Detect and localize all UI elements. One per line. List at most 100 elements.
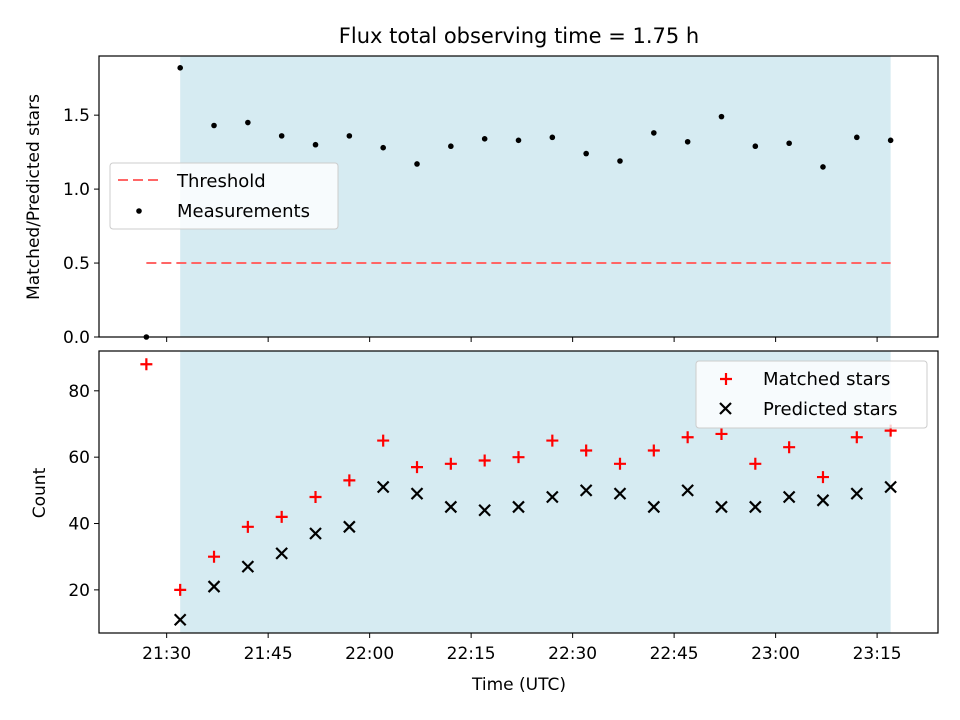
top-y-tick-label: 1.0 (63, 180, 90, 200)
measurements-legend-swatch (136, 208, 142, 214)
measurement-point (515, 137, 522, 144)
matched-star-point (478, 454, 491, 467)
matched-star-point (275, 510, 288, 523)
predicted-star-point (681, 484, 694, 497)
measurement-point (752, 143, 759, 150)
top-y-axis-ticks: 0.0 0.5 1.0 1.5 (63, 106, 99, 348)
predicted-star-point (478, 503, 491, 517)
measurement-point (820, 164, 826, 170)
threshold-legend-label: Threshold (176, 171, 266, 192)
predicted-star-point (647, 500, 661, 514)
bottom-y-axis-ticks: 20 40 60 80 (68, 382, 99, 601)
matched-star-point (444, 457, 457, 470)
predicted-star-point (376, 480, 390, 494)
matched-star-point (715, 427, 728, 440)
top-y-tick-label: 1.5 (63, 106, 90, 126)
measurement-point (583, 150, 589, 157)
measurement-point (380, 144, 386, 151)
top-y-axis-label: Matched/Predicted stars (24, 94, 44, 300)
predicted-star-point (613, 487, 627, 500)
matched-star-point (546, 434, 559, 447)
bottom-legend-box (695, 360, 928, 429)
matched-star-point (174, 583, 187, 596)
matched-star-point (309, 490, 322, 503)
measurement-point (651, 130, 657, 136)
bottom-y-tick-label: 60 (68, 448, 90, 468)
predicted-star-point (444, 500, 458, 514)
top-panel: 0.0 0.5 1.0 1.5 Matched/Predicted stars Thr… (24, 55, 939, 348)
predicted-star-point (275, 547, 288, 560)
top-plot-frame (98, 55, 939, 338)
predicted-star-point (816, 494, 830, 507)
predicted-star-point (782, 490, 796, 504)
matched-star-point (783, 441, 796, 454)
x-tick-label: 23:15 (853, 644, 902, 664)
predicted-star-point (343, 520, 356, 534)
measurement-point (448, 143, 454, 150)
matched-star-point (850, 431, 863, 444)
predicted-star-point (410, 487, 424, 500)
matched-star-point (749, 457, 762, 470)
predicted-star-point (512, 500, 525, 514)
predicted-star-point (173, 613, 187, 627)
count-points (140, 358, 897, 627)
measurement-point (549, 134, 556, 141)
predicted-star-point (207, 580, 221, 593)
top-y-tick-label: 0.5 (63, 254, 90, 274)
bottom-y-tick-label: 80 (68, 382, 90, 402)
matched-star-point (377, 434, 390, 447)
top-x-axis-ticks (166, 337, 878, 342)
x-tick-label: 22:30 (548, 644, 597, 664)
predicted-star-point (749, 500, 762, 514)
predicted-stars-legend-label: Predicted stars (763, 399, 897, 420)
bottom-legend: Matched stars Predicted stars (695, 360, 928, 429)
measurement-point (786, 140, 792, 147)
measurement-point (177, 65, 183, 71)
x-tick-label: 21:45 (244, 644, 293, 664)
x-tick-label: 23:00 (751, 644, 800, 664)
matched-stars-legend-label: Matched stars (763, 369, 890, 390)
measurement-point (854, 134, 860, 141)
measurement-point (346, 133, 353, 139)
bottom-y-axis-label: Count (30, 467, 50, 518)
matched-stars-legend-swatch (720, 373, 732, 385)
measurement-point (414, 161, 420, 167)
top-legend: Threshold Measurements (109, 162, 339, 230)
measurement-point (718, 113, 725, 120)
x-axis-label: Time (UTC) (471, 675, 566, 695)
measurement-point (211, 122, 217, 129)
bottom-x-axis-ticks: 21:30 21:45 22:00 22:15 22:30 22:45 23:00 23:15 (142, 633, 902, 664)
predicted-star-point (241, 560, 255, 573)
matched-star-point (681, 431, 694, 444)
matched-star-point (241, 520, 254, 533)
predicted-stars-legend-swatch (719, 402, 732, 415)
matched-star-point (647, 444, 660, 457)
bottom-plot-frame (98, 350, 939, 634)
matched-star-point (411, 461, 424, 474)
measurement-point (245, 119, 251, 126)
measurement-point (887, 137, 894, 144)
predicted-star-point (579, 484, 593, 497)
predicted-star-point (546, 490, 559, 504)
measurement-point (481, 136, 488, 142)
measurements-legend-label: Measurements (177, 201, 310, 222)
predicted-star-point (715, 500, 728, 514)
predicted-star-point (850, 487, 864, 500)
measurement-point (312, 141, 319, 148)
x-tick-label: 22:45 (650, 644, 699, 664)
top-y-tick-label: 0.0 (63, 328, 90, 348)
chart-title: Flux total observing time = 1.75 h (339, 24, 699, 48)
matched-star-point (816, 471, 829, 484)
bottom-y-tick-label: 20 (68, 581, 90, 601)
matched-star-point (580, 444, 593, 457)
matched-star-point (512, 451, 525, 464)
measurement-points (143, 65, 894, 340)
x-tick-label: 22:00 (345, 644, 394, 664)
matched-star-point (208, 550, 221, 563)
x-tick-label: 22:15 (447, 644, 496, 664)
predicted-star-point (309, 527, 322, 540)
matched-star-point (613, 457, 626, 470)
matched-star-point (343, 474, 356, 487)
